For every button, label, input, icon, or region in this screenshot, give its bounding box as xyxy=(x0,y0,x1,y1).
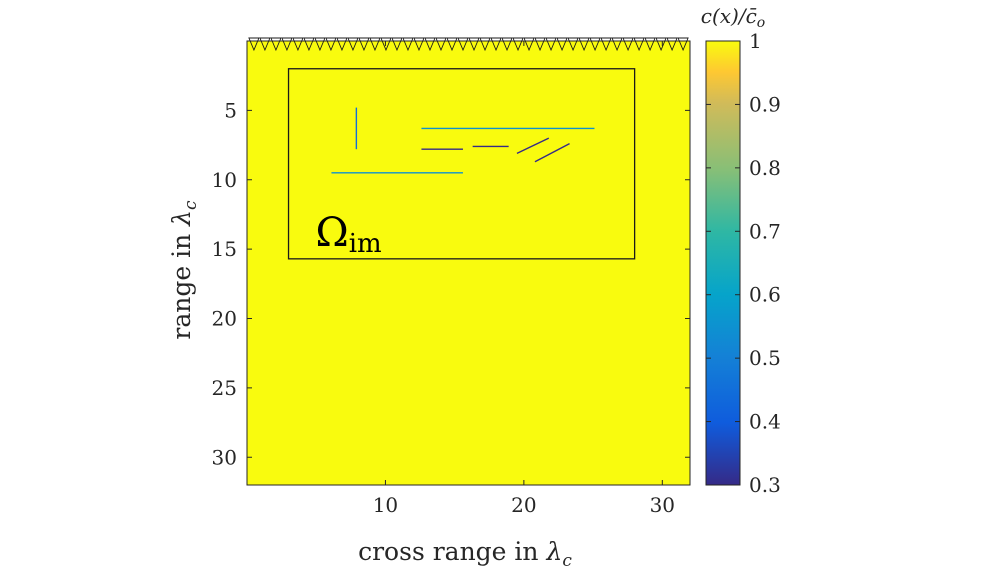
x-axis-label-subscript: c xyxy=(562,551,572,571)
imaging-window-box xyxy=(287,68,636,260)
sensor-marker xyxy=(655,37,667,52)
sensor-marker xyxy=(512,37,524,52)
omega-subscript: im xyxy=(349,229,382,259)
colorbar-tick-label: 0.9 xyxy=(749,92,781,116)
sensor-marker xyxy=(567,37,579,52)
sensor-marker xyxy=(259,37,271,52)
y-axis-label-lambda: λ xyxy=(167,210,196,227)
sensor-marker xyxy=(479,37,491,52)
sensor-marker xyxy=(501,37,513,52)
x-axis-label-lambda: λ xyxy=(545,537,562,566)
sensor-marker xyxy=(446,37,458,52)
sensor-marker xyxy=(325,37,337,52)
plot-frame xyxy=(246,40,691,486)
y-axis-label-text: range in xyxy=(167,234,196,340)
sensor-marker xyxy=(468,37,480,52)
sensor-marker xyxy=(380,37,392,52)
sensor-marker xyxy=(424,37,436,52)
sensor-array xyxy=(248,37,689,52)
colorbar-tick-label: 0.8 xyxy=(749,156,781,180)
y-tick-label: 15 xyxy=(212,237,237,261)
sensor-marker xyxy=(347,37,359,52)
y-tick-label: 20 xyxy=(212,307,237,331)
colorbar-gradient xyxy=(705,40,741,486)
sensor-marker xyxy=(248,37,260,52)
x-axis-label-text: cross range in xyxy=(358,537,538,566)
y-tick-label: 30 xyxy=(212,445,237,469)
sensor-marker xyxy=(600,37,612,52)
colorbar-tick-label: 0.4 xyxy=(749,410,781,434)
sensor-marker xyxy=(435,37,447,52)
sensor-marker xyxy=(644,37,656,52)
field-background xyxy=(247,41,690,485)
colorbar-tick-label: 0.6 xyxy=(749,283,781,307)
sensor-marker xyxy=(336,37,348,52)
sensor-marker xyxy=(391,37,403,52)
colorbar-ticks: 0.3 0.4 0.5 0.6 0.7 0.8 0.9 1 xyxy=(706,29,781,497)
colorbar-tick-label: 0.7 xyxy=(749,219,781,243)
y-axis-label: range in λc xyxy=(167,200,201,340)
sensor-marker xyxy=(413,37,425,52)
x-tick-label: 10 xyxy=(373,493,398,517)
sensor-marker xyxy=(292,37,304,52)
sensor-marker xyxy=(622,37,634,52)
sensor-marker xyxy=(270,37,282,52)
y-axis-ticks: 5 10 15 20 25 30 xyxy=(212,98,690,469)
sensor-marker xyxy=(314,37,326,52)
x-tick-label: 20 xyxy=(511,493,536,517)
colorbar-tick-label: 1 xyxy=(749,29,762,53)
colorbar-label-main: c(x)/ xyxy=(701,4,748,28)
sensor-marker xyxy=(578,37,590,52)
sensor-marker xyxy=(523,37,535,52)
colorbar-label: c(x)/c̄o xyxy=(701,4,765,31)
y-tick-label: 25 xyxy=(212,376,237,400)
sensor-marker xyxy=(457,37,469,52)
sensor-marker xyxy=(402,37,414,52)
imaging-window-label: Ωim xyxy=(316,210,382,259)
y-tick-label: 5 xyxy=(224,98,237,122)
x-axis-ticks: 10 20 30 xyxy=(373,41,675,517)
inclusion-segment xyxy=(516,137,550,155)
x-axis-label: cross range in λc xyxy=(358,537,572,571)
colorbar-tick-label: 0.3 xyxy=(749,473,781,497)
inclusion-segment xyxy=(534,143,570,163)
colorbar-tick-label: 0.5 xyxy=(749,346,781,370)
sensor-marker xyxy=(633,37,645,52)
sensor-marker xyxy=(545,37,557,52)
sensor-marker xyxy=(490,37,502,52)
sensor-marker xyxy=(611,37,623,52)
sensor-marker xyxy=(589,37,601,52)
omega-symbol: Ω xyxy=(316,210,349,256)
sensor-marker xyxy=(303,37,315,52)
y-tick-label: 10 xyxy=(212,168,237,192)
y-axis-label-subscript: c xyxy=(181,200,201,210)
sensor-marker xyxy=(369,37,381,52)
sensor-marker xyxy=(666,37,678,52)
sensor-marker xyxy=(677,37,689,52)
sensor-marker xyxy=(281,37,293,52)
colorbar: 0.3 0.4 0.5 0.6 0.7 0.8 0.9 1 c(x)/c̄o xyxy=(701,4,781,497)
colorbar-label-cbar: c̄ xyxy=(746,4,757,28)
inclusion-layer xyxy=(331,107,595,174)
sensor-marker xyxy=(556,37,568,52)
sensor-marker xyxy=(358,37,370,52)
x-tick-label: 30 xyxy=(650,493,675,517)
sensor-marker xyxy=(534,37,546,52)
colorbar-label-subscript: o xyxy=(757,15,765,31)
plot-area: Ωim xyxy=(246,37,691,486)
